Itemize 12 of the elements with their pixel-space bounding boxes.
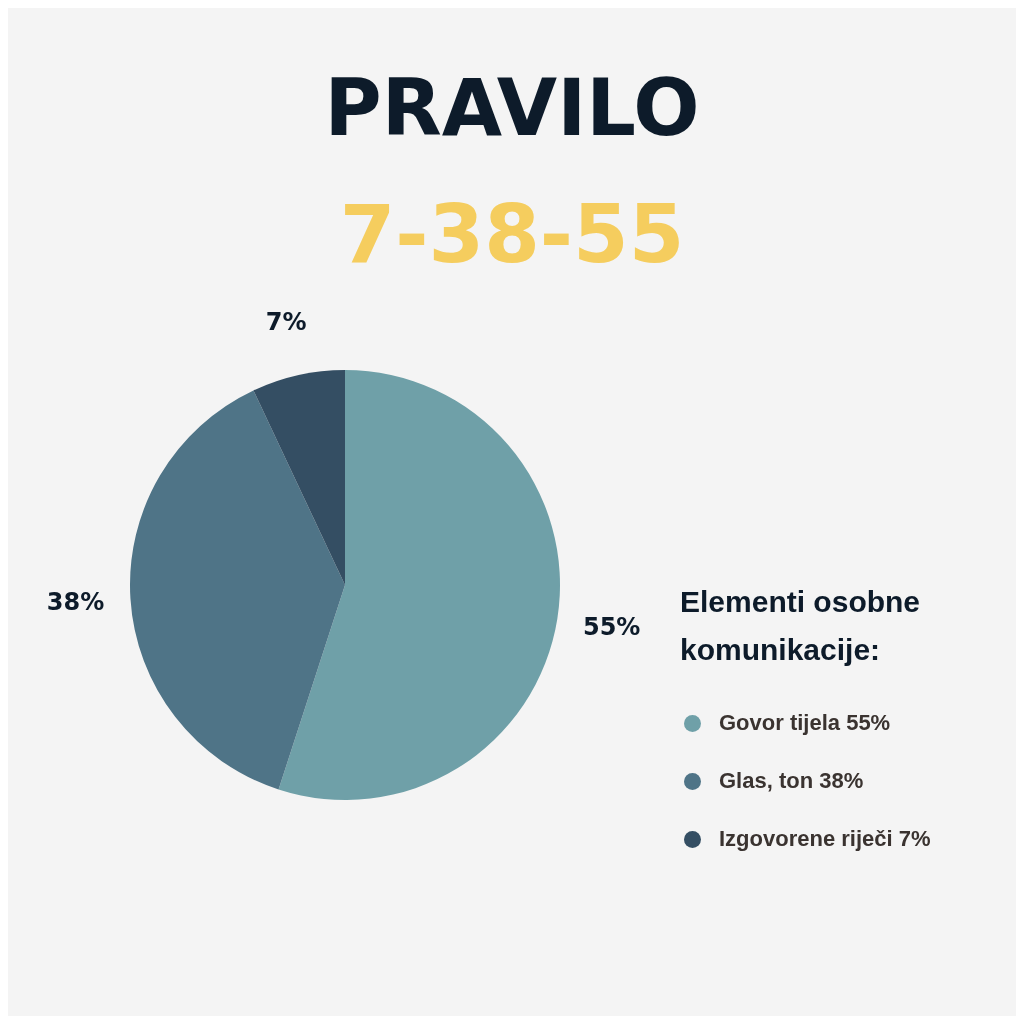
data-label: 7% bbox=[265, 307, 307, 336]
legend-title: Elementi osobne komunikacije: bbox=[680, 584, 922, 668]
pie-slice bbox=[278, 370, 560, 800]
legend-label: Glas, ton 38% bbox=[719, 768, 864, 794]
chart-subtitle: 7-38-55 bbox=[338, 188, 686, 281]
data-label: 55% bbox=[582, 613, 641, 642]
pie-slice bbox=[253, 370, 345, 585]
legend-label: Govor tijela 55% bbox=[719, 710, 891, 736]
pie-slice bbox=[130, 390, 345, 790]
legend-label: Izgovorene riječi 7% bbox=[719, 826, 931, 852]
chart-title: PRAVILO bbox=[323, 63, 701, 153]
data-label: 38% bbox=[46, 587, 105, 616]
